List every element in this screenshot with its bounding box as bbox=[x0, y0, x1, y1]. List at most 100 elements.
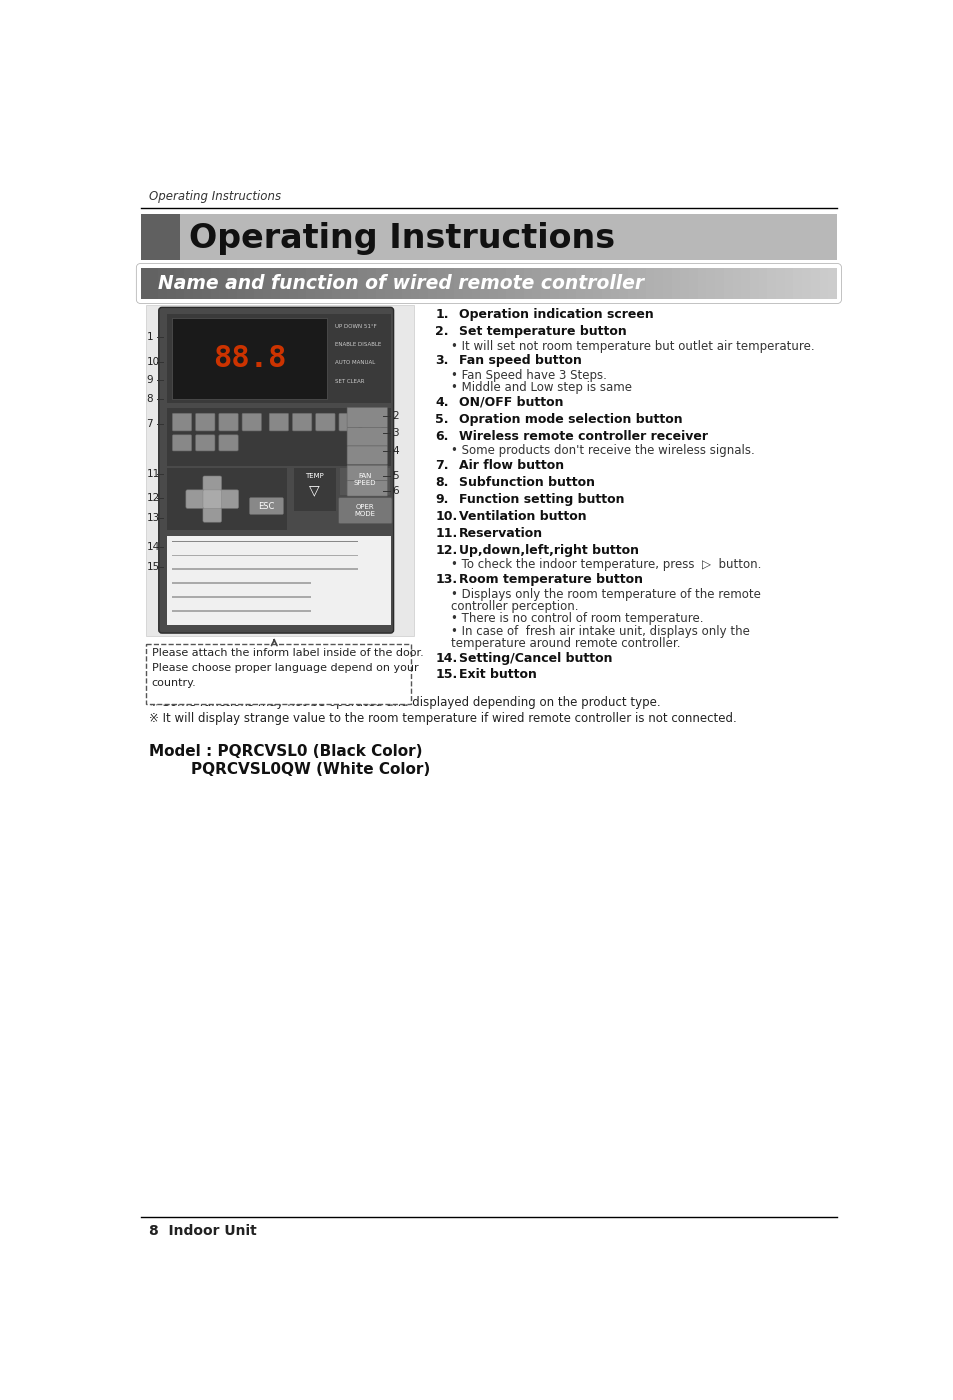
Text: SET CLEAR: SET CLEAR bbox=[335, 379, 364, 384]
Text: Operating Instructions: Operating Instructions bbox=[149, 189, 280, 203]
FancyBboxPatch shape bbox=[347, 447, 387, 465]
Text: 10.: 10. bbox=[435, 510, 457, 522]
Text: Ventilation button: Ventilation button bbox=[458, 510, 586, 522]
Text: 3.: 3. bbox=[435, 354, 448, 367]
Bar bbox=[827, 267, 837, 298]
Text: 11: 11 bbox=[146, 469, 159, 479]
Text: Please attach the inform label inside of the door.
Please choose proper language: Please attach the inform label inside of… bbox=[152, 648, 423, 687]
FancyBboxPatch shape bbox=[249, 497, 283, 515]
Bar bbox=[662, 267, 671, 298]
FancyBboxPatch shape bbox=[347, 407, 387, 427]
Bar bbox=[306, 267, 315, 298]
Bar bbox=[576, 267, 584, 298]
Bar bbox=[228, 267, 236, 298]
Bar bbox=[810, 267, 819, 298]
Bar bbox=[340, 468, 390, 496]
Bar bbox=[175, 267, 185, 298]
Text: Exit button: Exit button bbox=[458, 669, 536, 682]
Text: Name and function of wired remote controller: Name and function of wired remote contro… bbox=[158, 274, 643, 293]
FancyBboxPatch shape bbox=[315, 413, 335, 431]
Bar bbox=[236, 267, 246, 298]
Text: ▽: ▽ bbox=[309, 484, 319, 498]
FancyBboxPatch shape bbox=[172, 413, 192, 431]
Bar bbox=[280, 267, 289, 298]
Text: 1: 1 bbox=[146, 332, 152, 343]
Text: • Fan Speed have 3 Steps.: • Fan Speed have 3 Steps. bbox=[451, 370, 606, 382]
Text: Reservation: Reservation bbox=[458, 526, 542, 540]
Bar bbox=[445, 267, 454, 298]
FancyBboxPatch shape bbox=[203, 490, 221, 508]
Bar bbox=[367, 267, 375, 298]
Bar bbox=[497, 267, 506, 298]
Text: FAN
SPEED: FAN SPEED bbox=[354, 473, 375, 486]
Text: Operation indication screen: Operation indication screen bbox=[458, 308, 653, 321]
Bar bbox=[801, 267, 810, 298]
Text: 8.: 8. bbox=[435, 476, 448, 489]
FancyBboxPatch shape bbox=[347, 427, 387, 447]
Bar bbox=[679, 267, 689, 298]
FancyBboxPatch shape bbox=[218, 435, 238, 451]
Text: 10: 10 bbox=[146, 357, 159, 367]
Bar bbox=[428, 267, 436, 298]
Bar bbox=[272, 267, 280, 298]
Text: • In case of  fresh air intake unit, displays only the: • In case of fresh air intake unit, disp… bbox=[451, 624, 749, 637]
Bar bbox=[167, 468, 287, 529]
Text: 11.: 11. bbox=[435, 526, 457, 540]
Text: • Some products don't receive the wireless signals.: • Some products don't receive the wirele… bbox=[451, 444, 754, 458]
Text: 9: 9 bbox=[146, 375, 152, 385]
Text: 13.: 13. bbox=[435, 573, 457, 587]
Bar bbox=[506, 267, 515, 298]
Bar bbox=[715, 267, 723, 298]
Text: Air flow button: Air flow button bbox=[458, 459, 563, 472]
FancyBboxPatch shape bbox=[242, 413, 261, 431]
Text: 15.: 15. bbox=[435, 669, 457, 682]
Text: Set temperature button: Set temperature button bbox=[458, 325, 626, 337]
Text: • Displays only the room temperature of the remote: • Displays only the room temperature of … bbox=[451, 588, 760, 601]
Bar bbox=[515, 267, 523, 298]
Text: controller perception.: controller perception. bbox=[451, 601, 578, 613]
Bar bbox=[167, 536, 390, 624]
Bar bbox=[627, 267, 637, 298]
Bar bbox=[610, 267, 619, 298]
Text: 3: 3 bbox=[392, 428, 398, 438]
Bar bbox=[141, 214, 179, 260]
Bar bbox=[332, 318, 386, 399]
Bar bbox=[671, 267, 680, 298]
Bar bbox=[523, 267, 533, 298]
Bar bbox=[740, 267, 749, 298]
Bar bbox=[314, 267, 324, 298]
Bar bbox=[172, 554, 357, 556]
Bar bbox=[567, 267, 576, 298]
Bar bbox=[253, 267, 263, 298]
Text: Operating Instructions: Operating Instructions bbox=[189, 223, 615, 255]
Bar bbox=[419, 267, 428, 298]
Text: ON/OFF button: ON/OFF button bbox=[458, 396, 562, 409]
Bar bbox=[775, 267, 784, 298]
Bar bbox=[688, 267, 698, 298]
Text: 4.: 4. bbox=[435, 396, 449, 409]
FancyBboxPatch shape bbox=[293, 413, 312, 431]
Text: UP DOWN 51°F: UP DOWN 51°F bbox=[335, 323, 376, 329]
Text: 13: 13 bbox=[146, 514, 159, 524]
FancyBboxPatch shape bbox=[347, 465, 387, 480]
Text: 5.: 5. bbox=[435, 413, 449, 426]
Text: 1.: 1. bbox=[435, 308, 449, 321]
FancyBboxPatch shape bbox=[362, 413, 381, 431]
Bar bbox=[793, 267, 801, 298]
Bar bbox=[323, 267, 333, 298]
Bar bbox=[393, 267, 402, 298]
Text: ※ It will display strange value to the room temperature if wired remote controll: ※ It will display strange value to the r… bbox=[149, 711, 736, 725]
Text: 2.: 2. bbox=[435, 325, 449, 337]
Bar bbox=[819, 267, 828, 298]
Bar bbox=[436, 267, 445, 298]
Bar bbox=[294, 468, 335, 511]
FancyBboxPatch shape bbox=[186, 490, 204, 508]
Bar bbox=[601, 267, 611, 298]
Bar bbox=[766, 267, 776, 298]
Text: temperature around remote controller.: temperature around remote controller. bbox=[451, 637, 679, 650]
Text: 88.8: 88.8 bbox=[213, 344, 286, 374]
Text: PQRCVSL0QW (White Color): PQRCVSL0QW (White Color) bbox=[149, 763, 430, 777]
FancyBboxPatch shape bbox=[158, 308, 394, 633]
Bar bbox=[749, 267, 759, 298]
Text: Fan speed button: Fan speed button bbox=[458, 354, 581, 367]
